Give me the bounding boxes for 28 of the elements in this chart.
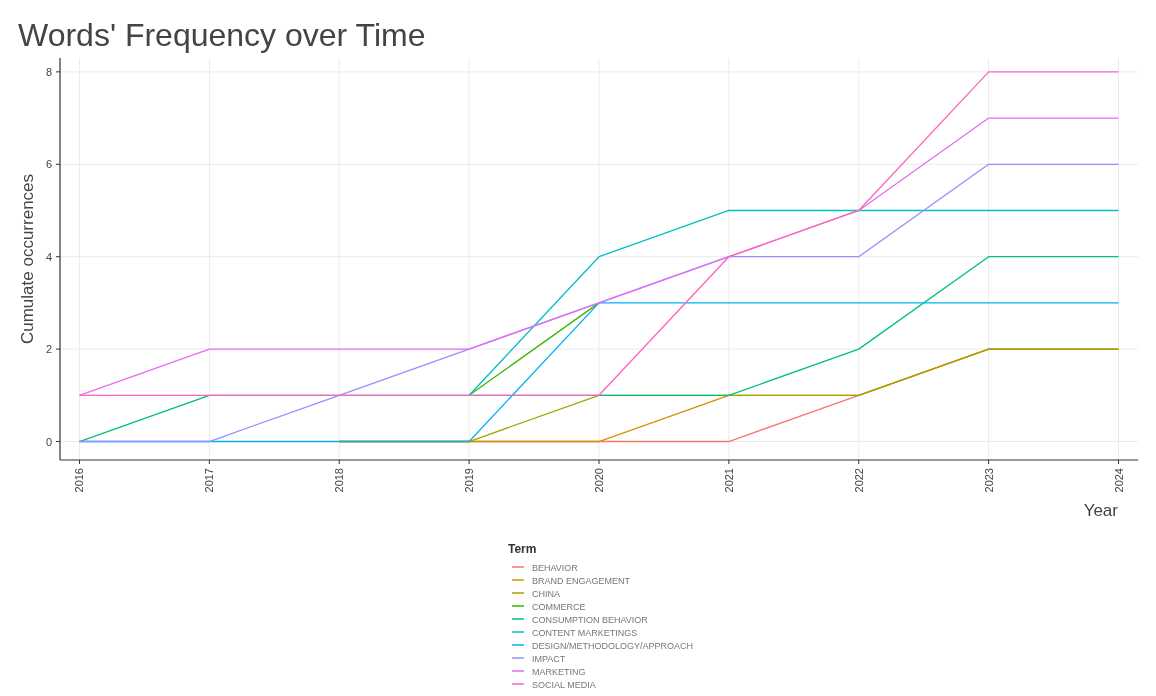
x-tick-label: 2016: [73, 468, 86, 493]
legend-label: MARKETING: [532, 667, 586, 677]
x-tick-label: 2018: [333, 468, 346, 493]
y-tick-label: 6: [45, 158, 52, 171]
x-tick-label: 2023: [982, 468, 995, 493]
legend-title: Term: [508, 542, 537, 556]
x-axis-title: Year: [1083, 501, 1119, 520]
x-tick-label: 2020: [593, 468, 605, 493]
x-tick-label: 2024: [1112, 468, 1125, 493]
y-axis-title: Cumulate occurrences: [18, 173, 37, 345]
legend-label: COMMERCE: [532, 602, 586, 612]
x-tick-label: 2019: [463, 468, 476, 493]
legend-label: SOCIAL MEDIA: [532, 680, 596, 690]
chart-title: Words' Frequency over Time: [18, 17, 426, 53]
legend-label: BEHAVIOR: [532, 563, 579, 573]
y-tick-label: 2: [45, 343, 52, 356]
legend-label: IMPACT: [532, 654, 566, 664]
y-tick-label: 8: [45, 65, 52, 78]
legend-label: CONSUMPTION BEHAVIOR: [532, 615, 649, 625]
legend-label: CHINA: [532, 589, 561, 599]
x-tick-label: 2017: [203, 468, 216, 493]
legend-label: CONTENT MARKETINGS: [532, 628, 638, 638]
x-tick-label: 2022: [852, 468, 865, 493]
legend-label: BRAND ENGAGEMENT: [532, 576, 631, 586]
x-tick-label: 2021: [722, 468, 735, 493]
y-tick-label: 4: [45, 250, 52, 263]
legend-label: DESIGN/METHODOLOGY/APPROACH: [532, 641, 694, 651]
y-tick-label: 0: [45, 435, 52, 448]
